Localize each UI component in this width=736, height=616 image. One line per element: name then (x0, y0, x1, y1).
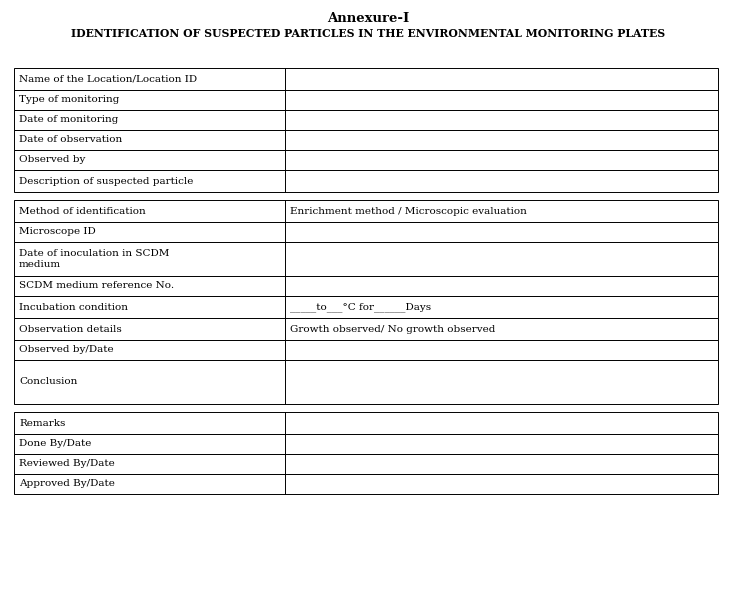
Text: Done By/Date: Done By/Date (19, 439, 91, 448)
Text: Reviewed By/Date: Reviewed By/Date (19, 460, 115, 469)
Bar (14, 434, 718, 454)
Text: Name of the Location/Location ID: Name of the Location/Location ID (19, 75, 197, 84)
Bar (14, 200, 718, 222)
Text: Conclusion: Conclusion (19, 378, 77, 386)
Bar (14, 474, 718, 494)
Text: Type of monitoring: Type of monitoring (19, 95, 119, 105)
Text: Date of observation: Date of observation (19, 136, 122, 145)
Bar (14, 242, 718, 276)
Text: Date of inoculation in SCDM
medium: Date of inoculation in SCDM medium (19, 249, 169, 269)
Text: Observation details: Observation details (19, 325, 121, 333)
Text: Remarks: Remarks (19, 418, 66, 428)
Text: Method of identification: Method of identification (19, 206, 146, 216)
Text: Growth observed/ No growth observed: Growth observed/ No growth observed (290, 325, 495, 333)
Bar (14, 318, 718, 340)
Bar (14, 412, 718, 434)
Text: Date of monitoring: Date of monitoring (19, 116, 118, 124)
Bar (14, 130, 718, 150)
Text: Incubation condition: Incubation condition (19, 302, 128, 312)
Text: Observed by/Date: Observed by/Date (19, 346, 113, 354)
Bar (14, 454, 718, 474)
Text: IDENTIFICATION OF SUSPECTED PARTICLES IN THE ENVIRONMENTAL MONITORING PLATES: IDENTIFICATION OF SUSPECTED PARTICLES IN… (71, 28, 665, 39)
Text: Description of suspected particle: Description of suspected particle (19, 177, 194, 185)
Bar (14, 110, 718, 130)
Bar (14, 276, 718, 296)
Bar (14, 170, 718, 192)
Bar (14, 296, 718, 318)
Text: Microscope ID: Microscope ID (19, 227, 96, 237)
Text: Enrichment method / Microscopic evaluation: Enrichment method / Microscopic evaluati… (290, 206, 527, 216)
Bar (14, 68, 718, 90)
Text: Approved By/Date: Approved By/Date (19, 479, 115, 488)
Text: _____to___°C for______Days: _____to___°C for______Days (290, 302, 431, 312)
Bar (14, 360, 718, 404)
Bar (14, 90, 718, 110)
Text: SCDM medium reference No.: SCDM medium reference No. (19, 282, 174, 291)
Text: Annexure-I: Annexure-I (327, 12, 409, 25)
Bar (14, 222, 718, 242)
Bar (14, 340, 718, 360)
Bar (14, 150, 718, 170)
Text: Observed by: Observed by (19, 155, 85, 164)
